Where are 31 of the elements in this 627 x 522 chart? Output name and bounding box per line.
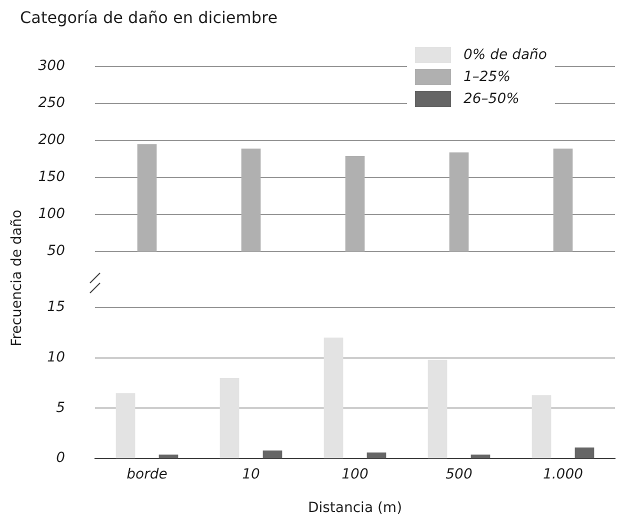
y-tick-label: 250 (38, 95, 66, 112)
bar (428, 360, 448, 458)
x-tick-label: 100 (342, 466, 368, 483)
y-tick-label: 300 (38, 58, 66, 74)
y-tick-label: 50 (47, 243, 66, 260)
y-tick-label: 5 (56, 400, 66, 416)
y-tick-label: 10 (47, 349, 66, 366)
chart-title: Categoría de daño en diciembre (20, 8, 278, 27)
bar (262, 450, 282, 458)
x-tick-label: 1.000 (542, 466, 584, 483)
y-axis-title: Frecuencia de daño (9, 208, 25, 348)
bar (574, 448, 594, 458)
y-tick-label: 150 (38, 169, 66, 186)
bar (116, 393, 136, 458)
bar (470, 454, 490, 458)
legend-label: 26–50% (463, 91, 520, 107)
x-tick-label: borde (126, 466, 168, 483)
x-axis-title: Distancia (m) (306, 500, 404, 516)
legend-label: 1–25% (463, 69, 511, 85)
bar (158, 454, 178, 458)
bar (366, 452, 386, 458)
bar (220, 378, 240, 458)
bar (532, 395, 552, 458)
x-tick-label: 500 (446, 466, 472, 483)
x-tick-label: 10 (242, 466, 260, 483)
y-tick-label: 200 (38, 132, 66, 148)
y-tick-label: 100 (38, 206, 66, 222)
legend-label: 0% de daño (463, 47, 547, 63)
y-tick-label: 0 (56, 450, 66, 466)
bar (324, 338, 344, 458)
y-tick-label: 15 (47, 299, 66, 316)
